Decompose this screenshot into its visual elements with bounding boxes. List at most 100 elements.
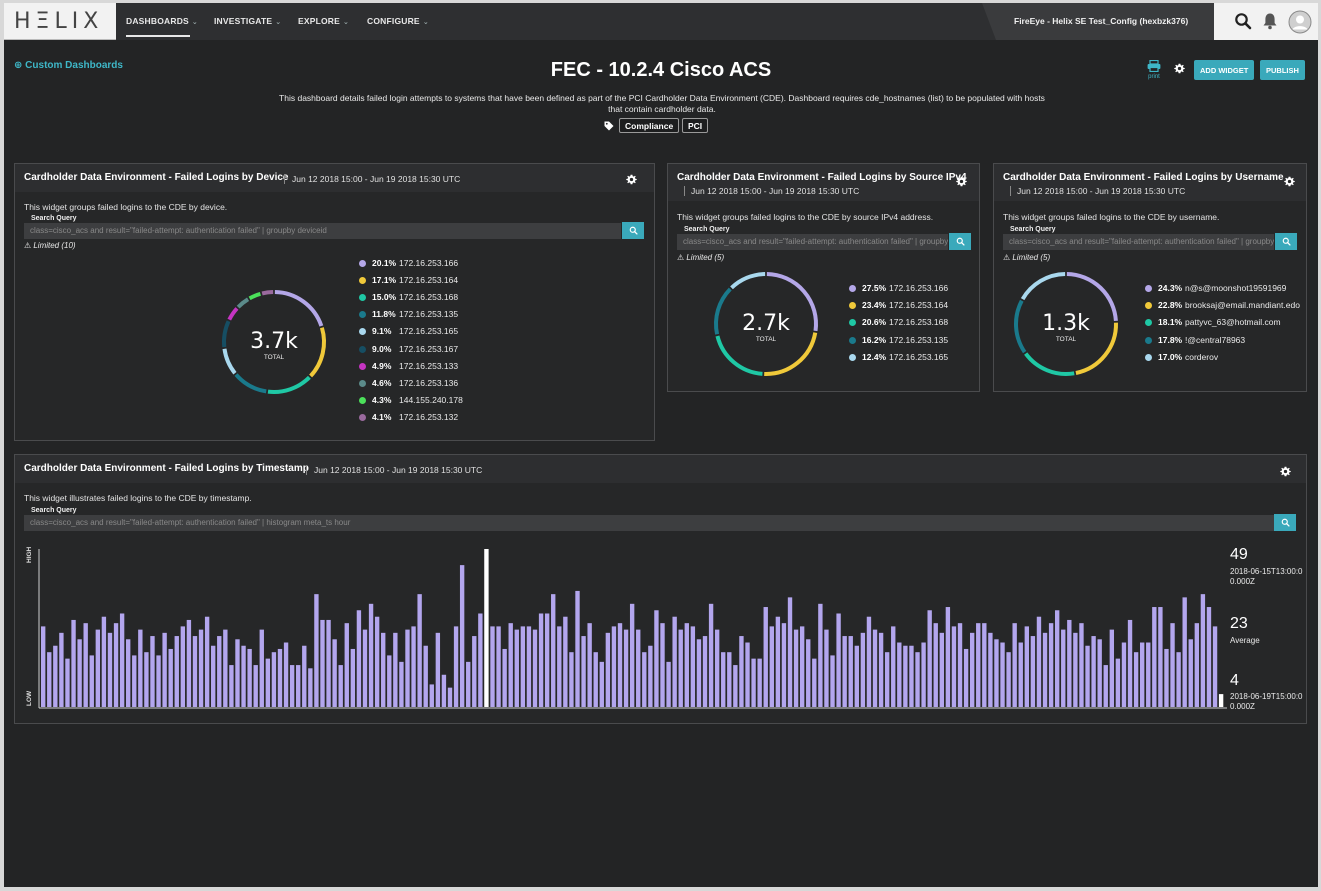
donut-slice[interactable] xyxy=(1020,272,1066,301)
histogram-bar[interactable] xyxy=(1121,642,1127,707)
histogram-bar[interactable] xyxy=(903,645,908,707)
histogram-chart[interactable] xyxy=(37,547,1227,713)
histogram-bar[interactable] xyxy=(727,652,732,707)
nav-investigate[interactable]: INVESTIGATE ⌄ xyxy=(214,16,281,26)
histogram-bar[interactable] xyxy=(393,632,398,707)
histogram-bar[interactable] xyxy=(429,684,434,707)
histogram-bar[interactable] xyxy=(575,590,580,707)
histogram-bar[interactable] xyxy=(702,636,708,707)
histogram-bar[interactable] xyxy=(708,603,714,707)
histogram-bar[interactable] xyxy=(53,645,58,707)
histogram-bar[interactable] xyxy=(836,613,841,707)
histogram-bar[interactable] xyxy=(878,632,884,707)
histogram-bar[interactable] xyxy=(405,629,410,707)
histogram-bar[interactable] xyxy=(1200,594,1206,707)
histogram-bar[interactable] xyxy=(939,632,944,707)
histogram-bar[interactable] xyxy=(897,642,902,707)
histogram-bar[interactable] xyxy=(763,607,768,707)
histogram-bar[interactable] xyxy=(180,626,186,707)
histogram-bar[interactable] xyxy=(484,549,489,707)
donut-slice[interactable] xyxy=(1014,299,1027,354)
histogram-bar[interactable] xyxy=(502,648,507,707)
histogram-bar[interactable] xyxy=(374,616,380,707)
tenant-selector[interactable]: FireEye - Helix SE Test_Config (hexbzk37… xyxy=(982,3,1226,40)
histogram-bar[interactable] xyxy=(1133,652,1139,707)
histogram-bar[interactable] xyxy=(739,636,744,707)
histogram-bar[interactable] xyxy=(599,661,604,707)
histogram-bar[interactable] xyxy=(1042,632,1048,707)
histogram-bar[interactable] xyxy=(963,648,969,707)
histogram-bar[interactable] xyxy=(1079,623,1084,707)
histogram-bar[interactable] xyxy=(362,629,368,707)
histogram-bar[interactable] xyxy=(976,623,981,707)
histogram-bar[interactable] xyxy=(544,613,550,707)
search-query-input[interactable]: class=cisco_acs and result="failed-attem… xyxy=(24,223,621,239)
histogram-bar[interactable] xyxy=(915,652,920,707)
histogram-bar[interactable] xyxy=(113,623,119,707)
histogram-bar[interactable] xyxy=(156,655,161,707)
histogram-bar[interactable] xyxy=(611,626,617,707)
donut-slice[interactable] xyxy=(267,375,311,394)
histogram-bar[interactable] xyxy=(332,639,337,707)
histogram-bar[interactable] xyxy=(569,652,574,707)
histogram-bar[interactable] xyxy=(872,629,878,707)
histogram-bar[interactable] xyxy=(447,687,453,707)
search-icon[interactable] xyxy=(1234,12,1254,32)
histogram-bar[interactable] xyxy=(623,629,629,707)
histogram-bar[interactable] xyxy=(824,629,829,707)
histogram-bar[interactable] xyxy=(757,658,762,707)
histogram-bar[interactable] xyxy=(775,616,781,707)
histogram-bar[interactable] xyxy=(1127,619,1133,707)
publish-button[interactable]: PUBLISH xyxy=(1260,60,1305,80)
histogram-bar[interactable] xyxy=(77,639,82,707)
histogram-bar[interactable] xyxy=(1006,652,1011,707)
histogram-bar[interactable] xyxy=(144,652,149,707)
histogram-bar[interactable] xyxy=(988,632,993,707)
histogram-bar[interactable] xyxy=(459,565,465,707)
gear-icon[interactable] xyxy=(1284,176,1295,187)
histogram-bar[interactable] xyxy=(787,597,793,707)
histogram-bar[interactable] xyxy=(690,626,696,707)
histogram-bar[interactable] xyxy=(721,652,726,707)
histogram-bar[interactable] xyxy=(466,661,471,707)
histogram-bar[interactable] xyxy=(1170,623,1175,707)
histogram-bar[interactable] xyxy=(1073,632,1078,707)
nav-configure[interactable]: CONFIGURE ⌄ xyxy=(367,16,429,26)
histogram-bar[interactable] xyxy=(751,658,756,707)
histogram-bar[interactable] xyxy=(866,616,872,707)
histogram-bar[interactable] xyxy=(884,652,890,707)
histogram-bar[interactable] xyxy=(520,626,526,707)
histogram-bar[interactable] xyxy=(605,632,611,707)
histogram-bar[interactable] xyxy=(326,619,331,707)
histogram-bar[interactable] xyxy=(1146,642,1151,707)
histogram-bar[interactable] xyxy=(532,629,538,707)
histogram-bar[interactable] xyxy=(308,668,313,707)
histogram-bar[interactable] xyxy=(132,655,137,707)
histogram-bar[interactable] xyxy=(204,616,210,707)
histogram-bar[interactable] xyxy=(138,629,143,707)
histogram-bar[interactable] xyxy=(660,623,665,707)
search-button[interactable] xyxy=(1274,514,1296,531)
histogram-bar[interactable] xyxy=(41,626,46,707)
histogram-bar[interactable] xyxy=(441,674,447,707)
print-button[interactable]: print xyxy=(1144,59,1164,82)
histogram-bar[interactable] xyxy=(769,626,774,707)
histogram-bar[interactable] xyxy=(1048,623,1054,707)
histogram-bar[interactable] xyxy=(95,629,101,707)
histogram-bar[interactable] xyxy=(174,636,179,707)
histogram-bar[interactable] xyxy=(581,636,586,707)
histogram-bar[interactable] xyxy=(1024,626,1030,707)
nav-dashboards[interactable]: DASHBOARDS ⌄ xyxy=(126,16,198,26)
histogram-bar[interactable] xyxy=(235,639,240,707)
histogram-bar[interactable] xyxy=(514,629,519,707)
histogram-bar[interactable] xyxy=(368,603,374,707)
donut-slice[interactable] xyxy=(222,348,237,375)
histogram-bar[interactable] xyxy=(211,645,216,707)
histogram-bar[interactable] xyxy=(126,639,131,707)
donut-slice[interactable] xyxy=(227,307,239,321)
histogram-bar[interactable] xyxy=(1164,648,1169,707)
histogram-bar[interactable] xyxy=(526,626,532,707)
donut-slice[interactable] xyxy=(766,272,818,332)
histogram-bar[interactable] xyxy=(648,645,653,707)
